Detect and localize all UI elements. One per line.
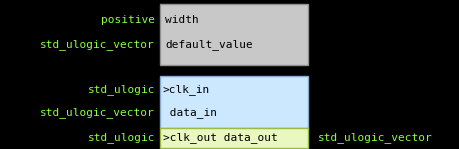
Text: >clk_out data_out: >clk_out data_out	[162, 133, 277, 143]
Text: std_ulogic: std_ulogic	[87, 84, 155, 96]
Text: std_ulogic: std_ulogic	[87, 133, 155, 143]
Bar	[160, 4, 308, 65]
Text: std_ulogic_vector: std_ulogic_vector	[40, 108, 155, 118]
Text: std_ulogic_vector: std_ulogic_vector	[317, 133, 432, 143]
Text: positive: positive	[101, 15, 155, 25]
Text: std_ulogic_vector: std_ulogic_vector	[40, 39, 155, 51]
Text: width: width	[165, 15, 198, 25]
Text: >clk_in: >clk_in	[162, 84, 210, 96]
Bar	[160, 76, 308, 128]
Text: default_value: default_value	[165, 39, 252, 51]
Bar	[160, 128, 308, 148]
Text: data_in: data_in	[162, 108, 217, 118]
